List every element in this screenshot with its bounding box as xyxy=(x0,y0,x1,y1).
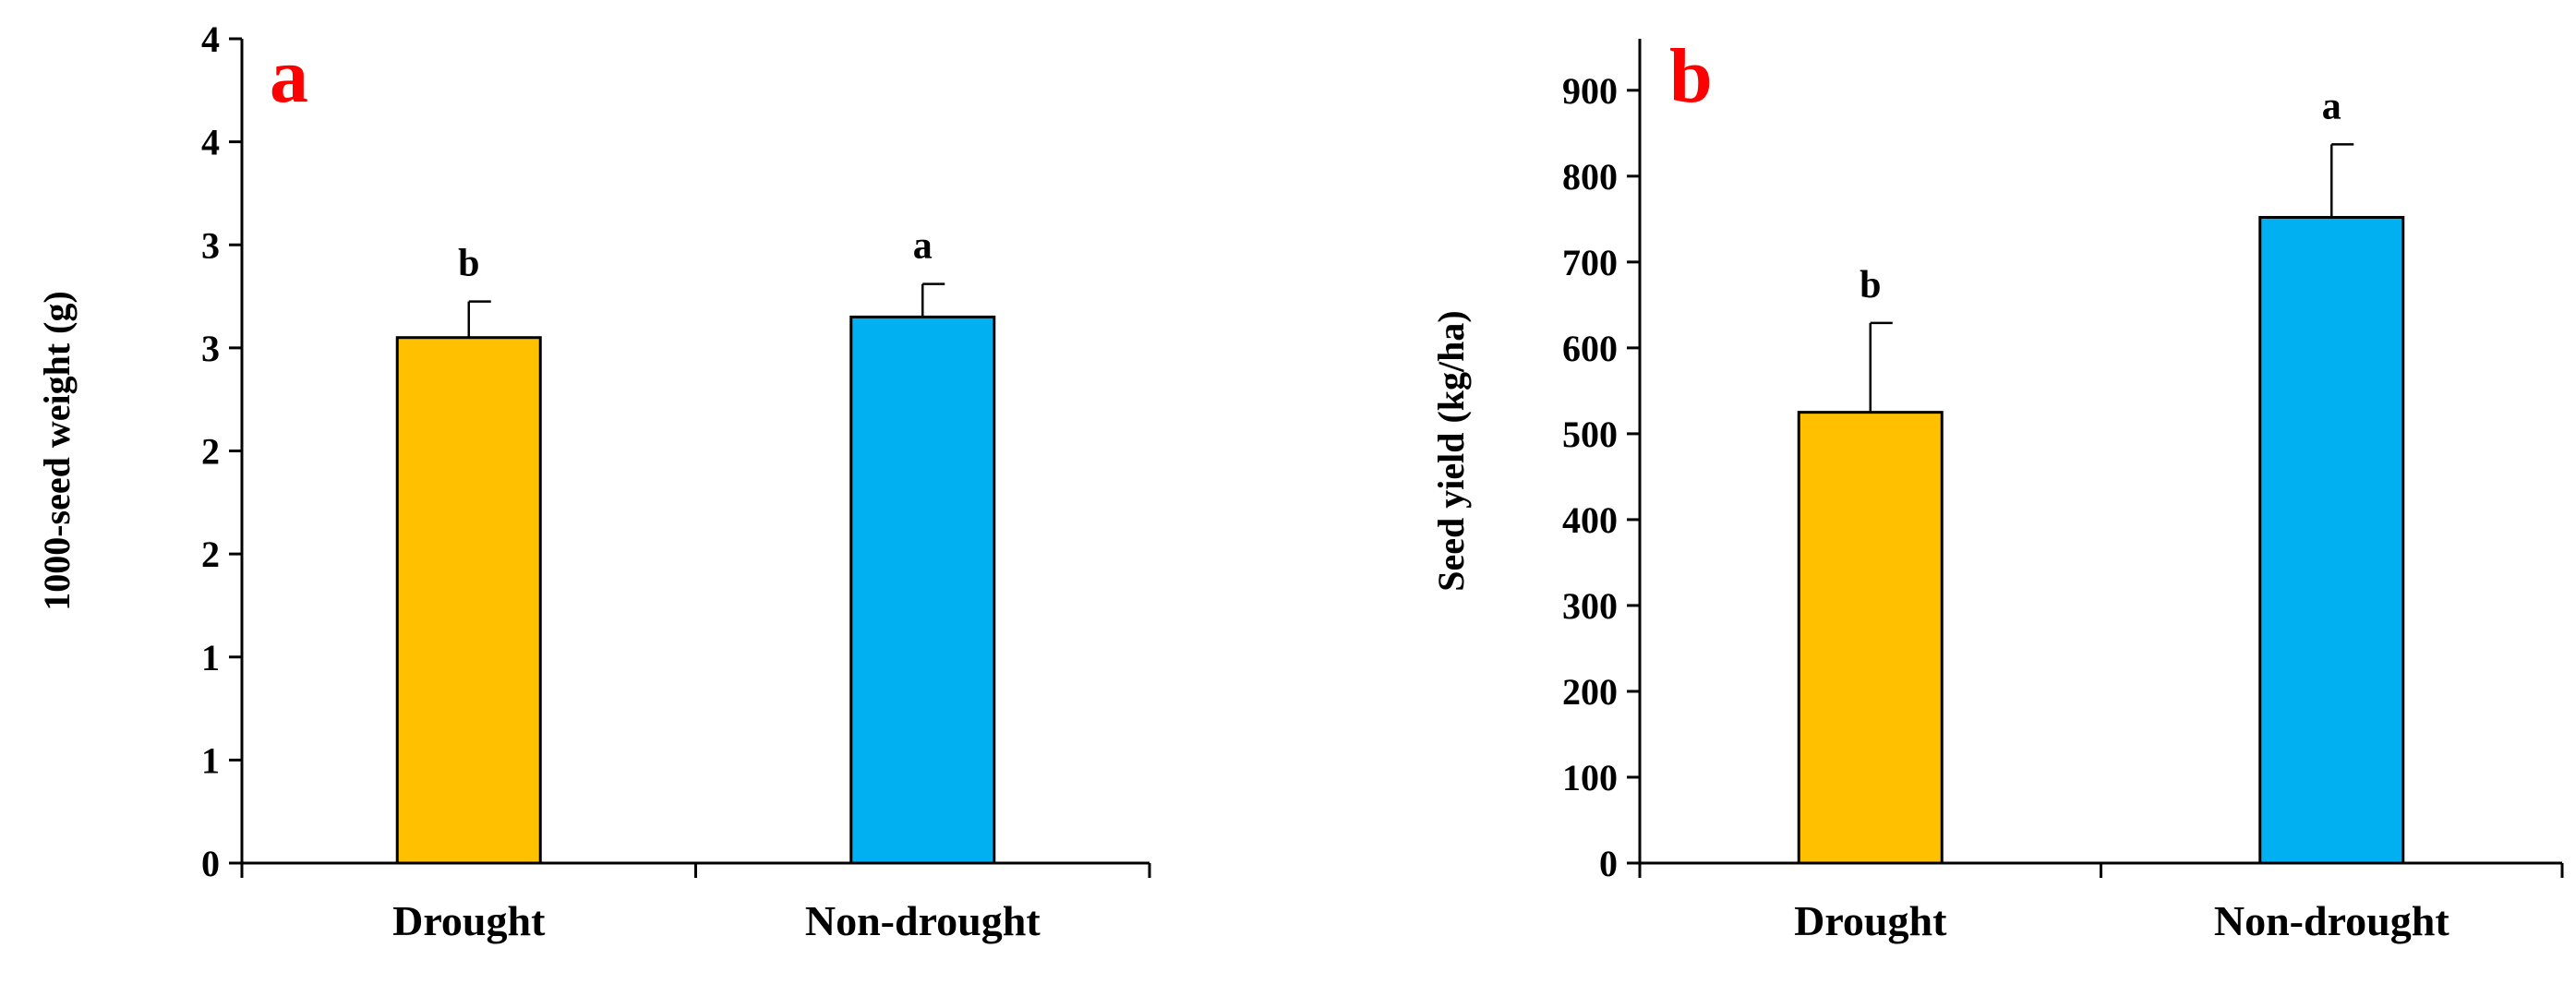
y-axis-title: 1000-seed weight (g) xyxy=(36,291,78,611)
y-tick-label: 700 xyxy=(1562,242,1618,283)
bar-drought xyxy=(1797,411,1944,865)
chart-panel-a: 0 1 1 2 2 3 3 4 4 b Drought a Non-drought 1000-seed w… xyxy=(36,18,1151,944)
y-tick-label: 1 xyxy=(201,739,220,781)
bar-non-drought xyxy=(2258,215,2405,865)
y-tick-label: 300 xyxy=(1562,585,1618,627)
y-tick-label: 100 xyxy=(1562,757,1618,798)
y-tick-label: 4 xyxy=(201,122,220,163)
y-tick-label: 2 xyxy=(201,534,220,575)
x-category-label: Drought xyxy=(392,897,546,944)
significance-label: b xyxy=(458,243,479,285)
significance-label: a xyxy=(2322,85,2341,127)
y-tick-label: 0 xyxy=(201,843,220,884)
y-tick-label: 200 xyxy=(1562,671,1618,713)
bar-non-drought xyxy=(849,315,996,865)
y-tick-label: 900 xyxy=(1562,70,1618,112)
y-tick-label: 800 xyxy=(1562,156,1618,198)
panel-label: a xyxy=(270,33,308,119)
y-tick-label: 0 xyxy=(1599,843,1618,884)
y-tick-label: 1 xyxy=(201,637,220,678)
y-tick-label: 400 xyxy=(1562,499,1618,541)
y-tick-label: 3 xyxy=(201,224,220,266)
bar-drought xyxy=(395,336,542,865)
x-category-label: Non-drought xyxy=(805,897,1041,944)
y-tick-label: 600 xyxy=(1562,328,1618,369)
y-tick-label: 4 xyxy=(201,18,220,60)
significance-label: a xyxy=(913,225,933,268)
chart-panel-b: 0 100 200 300 400 500 600 700 800 900 b Drought a Non… xyxy=(1430,33,2564,944)
panel-label: b xyxy=(1669,33,1713,119)
significance-label: b xyxy=(1860,264,1881,306)
y-tick-label: 3 xyxy=(201,328,220,369)
x-category-label: Drought xyxy=(1794,897,1947,944)
y-tick-label: 2 xyxy=(201,431,220,473)
y-axis-title: Seed yield (kg/ha) xyxy=(1430,310,1472,591)
y-tick-label: 500 xyxy=(1562,414,1618,455)
x-category-label: Non-drought xyxy=(2214,897,2450,944)
